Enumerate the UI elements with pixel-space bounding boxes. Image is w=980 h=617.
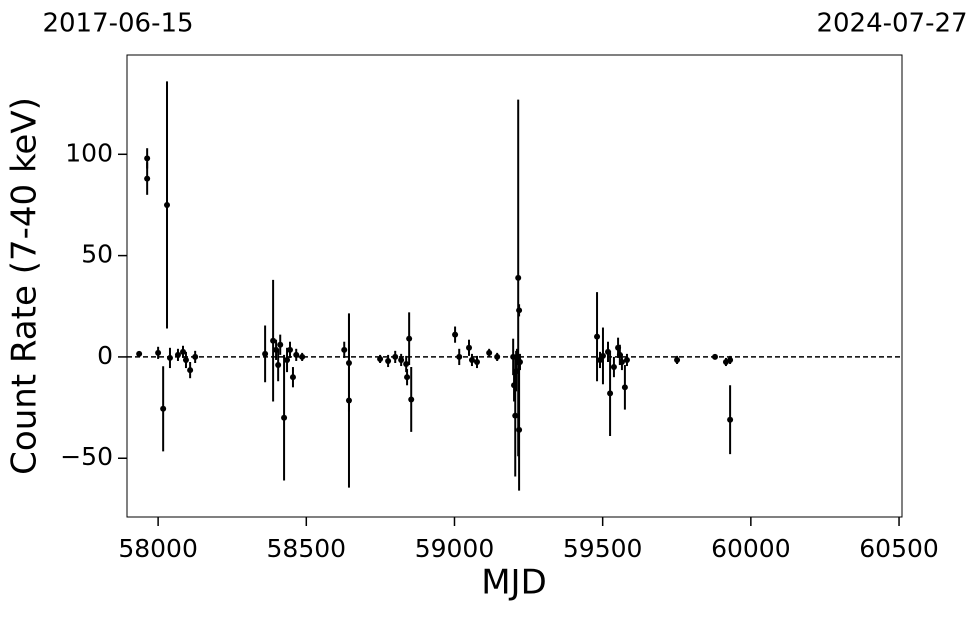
data-point <box>406 335 413 342</box>
data-point <box>262 350 269 357</box>
y-tick-label: 0 <box>97 341 113 370</box>
data-point <box>711 353 718 360</box>
data-point <box>456 353 463 360</box>
plot-frame <box>126 54 903 518</box>
data-point <box>144 175 151 182</box>
x-tick-label: 60500 <box>859 534 939 563</box>
data-point <box>403 361 410 368</box>
data-point <box>273 346 280 353</box>
data-point <box>281 414 288 421</box>
y-tick-label: 50 <box>81 240 113 269</box>
data-point <box>182 356 189 363</box>
data-point <box>474 358 481 365</box>
x-tick-label: 59500 <box>563 534 643 563</box>
data-point <box>727 356 734 363</box>
data-point <box>610 364 617 371</box>
data-point <box>166 354 173 361</box>
data-point <box>284 356 291 363</box>
data-point <box>392 353 399 360</box>
data-point <box>674 356 681 363</box>
data-point <box>605 348 612 355</box>
data-point <box>289 374 296 381</box>
data-point <box>160 405 167 412</box>
data-point <box>486 349 493 356</box>
y-tick-label: 100 <box>65 138 113 167</box>
data-point <box>287 346 294 353</box>
data-point <box>621 384 628 391</box>
data-point <box>594 333 601 340</box>
data-point <box>514 353 521 360</box>
data-point <box>516 307 523 314</box>
data-point <box>398 356 405 363</box>
x-tick-label: 58500 <box>267 534 347 563</box>
data-point <box>516 426 523 433</box>
data-point <box>408 396 415 403</box>
data-point <box>164 201 171 208</box>
data-point <box>404 374 411 381</box>
data-point <box>385 357 392 364</box>
data-point <box>192 353 199 360</box>
data-point <box>155 349 162 356</box>
data-point <box>623 356 630 363</box>
data-point <box>515 274 522 281</box>
data-point <box>180 348 187 355</box>
date-annotation-left: 2017-06-15 <box>42 9 193 39</box>
data-point <box>452 331 459 338</box>
data-point <box>277 341 284 348</box>
y-axis-label: Count Rate (7-40 keV) <box>5 97 45 475</box>
data-point <box>341 346 348 353</box>
data-point <box>377 355 384 362</box>
y-tick-label: −50 <box>60 442 113 471</box>
data-point <box>607 390 614 397</box>
data-point <box>187 367 194 374</box>
x-axis-label: MJD <box>481 563 547 603</box>
data-point <box>618 358 625 365</box>
date-annotation-right: 2024-07-27 <box>816 9 967 39</box>
data-point <box>512 412 519 419</box>
data-point <box>144 155 151 162</box>
data-point <box>466 344 473 351</box>
data-point <box>136 350 143 357</box>
data-point <box>299 353 306 360</box>
data-point <box>345 397 352 404</box>
data-point <box>468 356 475 363</box>
data-point <box>270 337 277 344</box>
data-point <box>597 356 604 363</box>
x-tick-label: 59000 <box>415 534 495 563</box>
data-point <box>174 351 181 358</box>
data-point <box>516 358 523 365</box>
data-point <box>293 351 300 358</box>
data-point <box>494 353 501 360</box>
data-point <box>275 362 282 369</box>
data-point <box>727 416 734 423</box>
x-tick-label: 60000 <box>711 534 791 563</box>
x-tick-label: 58000 <box>118 534 198 563</box>
